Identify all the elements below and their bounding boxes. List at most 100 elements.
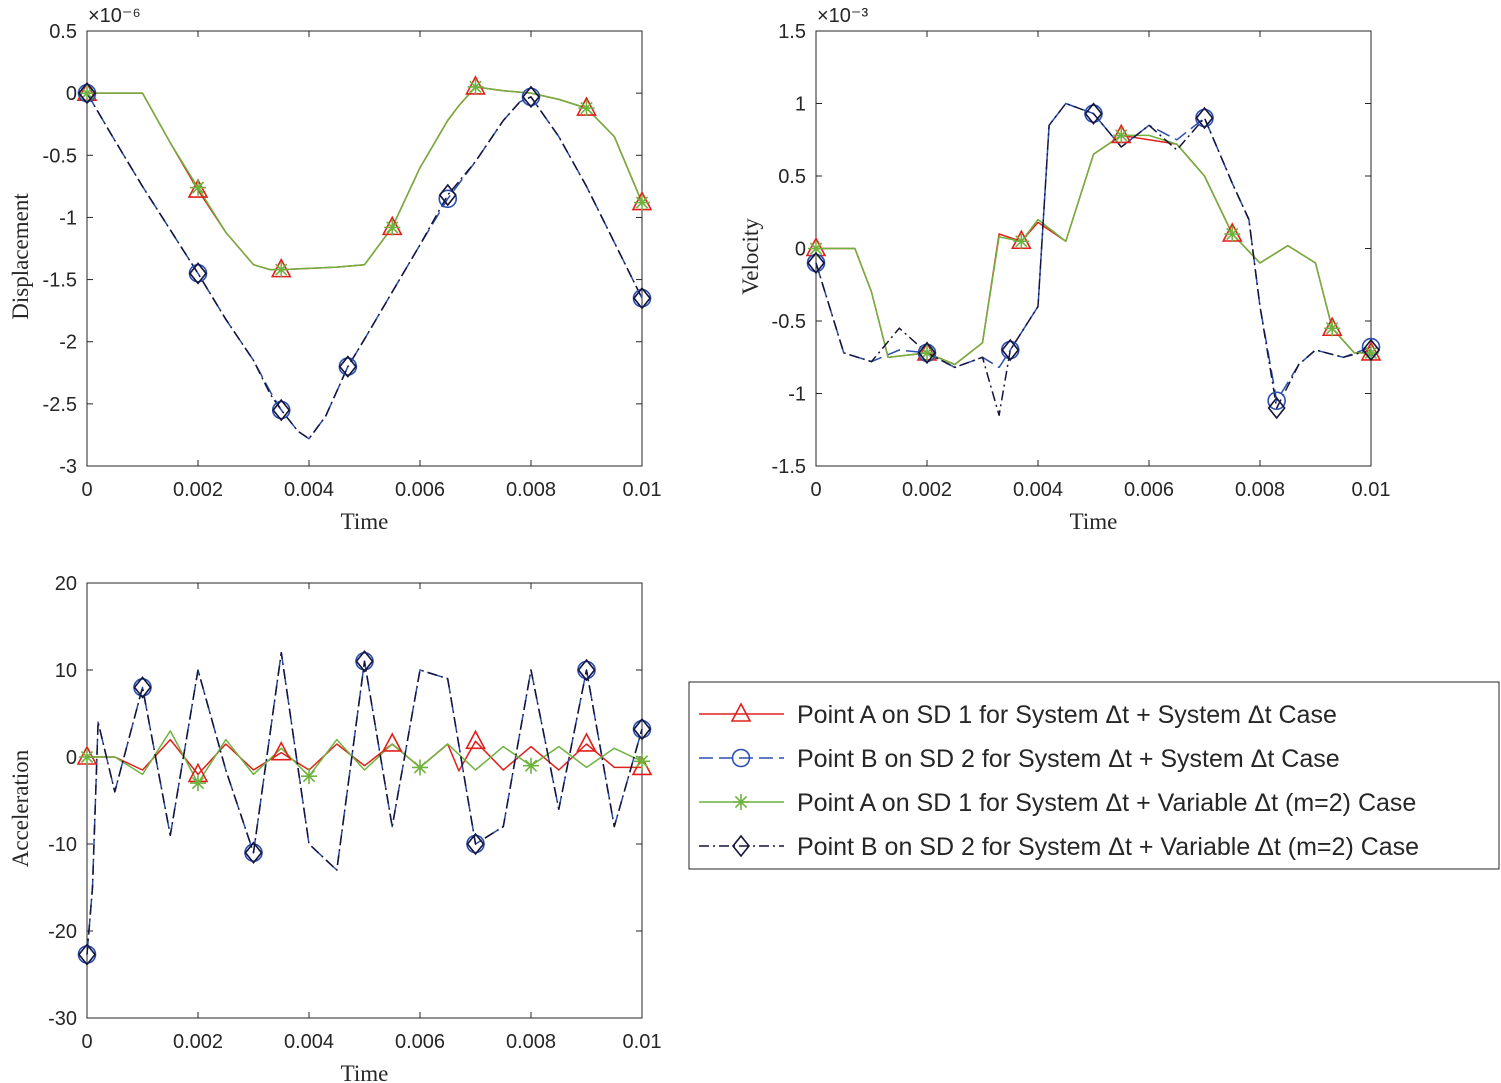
- acceleration-ytick-label: 20: [55, 573, 77, 595]
- legend-marker-point-b-sd2-system: [731, 748, 751, 768]
- velocity-marker-point-b-sd2-variable: [1001, 338, 1020, 362]
- legend-label-point-a-sd1-variable: Point A on SD 1 for System Δt + Variable…: [797, 789, 1416, 817]
- displacement-ytick-label: -1: [59, 207, 77, 229]
- velocity-marker-point-b-sd2-system: [1267, 391, 1286, 411]
- acceleration-marker-point-b-sd2-variable: [632, 717, 652, 741]
- displacement-ytick-label: -2.5: [43, 394, 77, 416]
- displacement-xtick-label: 0: [81, 479, 92, 501]
- acceleration-xtick-label: 0.008: [506, 1031, 556, 1053]
- acceleration-ytick-label: -10: [48, 834, 77, 856]
- velocity-marker-point-a-sd1-variable: [1324, 320, 1341, 337]
- displacement-marker-point-a-sd1-variable: [273, 261, 290, 278]
- acceleration-marker-point-b-sd2-variable: [77, 943, 97, 966]
- displacement-xtick-label: 0.006: [395, 479, 445, 501]
- displacement-marker-point-b-sd2-system: [438, 189, 458, 209]
- velocity-marker-point-a-sd1-variable: [1013, 233, 1030, 250]
- velocity-marker-point-b-sd2-variable: [1267, 396, 1286, 420]
- velocity-marker-point-a-sd1-variable: [1113, 127, 1130, 144]
- displacement-marker-point-b-sd2-variable: [338, 355, 357, 378]
- velocity-xlabel: Time: [1070, 509, 1118, 534]
- displacement-marker-point-b-sd2-variable: [632, 286, 652, 310]
- velocity-exponent-label: ×10⁻³: [817, 5, 868, 27]
- acceleration-marker-point-b-sd2-variable: [577, 658, 596, 682]
- legend-marker-point-b-sd2-variable: [731, 834, 751, 858]
- acceleration-xtick-label: 0.006: [395, 1031, 445, 1053]
- displacement-xtick-label: 0.008: [506, 479, 556, 501]
- acceleration-xtick-label: 0.002: [173, 1031, 223, 1053]
- acceleration-plot: 0 0.002 0.004 0.006 0.008 0.01 20 10 0 -10 -20 -30 T…: [8, 573, 661, 1083]
- velocity-xtick-label: 0.004: [1013, 479, 1063, 501]
- displacement-marker-point-a-sd1-variable: [467, 78, 484, 95]
- displacement-ytick-label: 0.5: [49, 21, 77, 43]
- velocity-marker-point-b-sd2-variable: [917, 341, 937, 365]
- legend-label-point-a-sd1-system: Point A on SD 1 for System Δt + System Δ…: [797, 701, 1337, 729]
- velocity-xtick-label: 0.008: [1235, 479, 1285, 501]
- displacement-ylabel: Displacement: [8, 193, 33, 320]
- velocity-ylabel: Velocity: [738, 218, 763, 295]
- acceleration-marker-point-a-sd1-system: [465, 729, 486, 750]
- velocity-ytick-label: -1: [788, 384, 806, 406]
- acceleration-marker-point-a-sd1-variable: [79, 749, 95, 765]
- acceleration-xtick-label: 0.01: [623, 1031, 662, 1053]
- acceleration-ylabel: Acceleration: [8, 749, 33, 867]
- acceleration-marker-point-a-sd1-variable: [412, 759, 428, 776]
- velocity-marker-point-b-sd2-variable: [1361, 338, 1381, 362]
- velocity-marker-point-a-sd1-variable: [919, 344, 935, 361]
- acceleration-marker-point-a-sd1-system: [576, 732, 597, 752]
- acceleration-marker-point-a-sd1-variable: [190, 775, 206, 792]
- acceleration-ytick-label: 0: [66, 747, 77, 769]
- velocity-plot: 0 0.002 0.004 0.006 0.008 0.01 1.5 1 0.5 0 -0.5 -1 -…: [738, 5, 1390, 534]
- velocity-marker-point-b-sd2-variable: [1084, 102, 1103, 125]
- acceleration-marker-point-a-sd1-system: [381, 732, 403, 752]
- displacement-ytick-label: -1.5: [43, 270, 77, 292]
- displacement-marker-point-b-sd2-variable: [521, 85, 541, 109]
- acceleration-line-point-a-sd1-variable: [87, 730, 643, 784]
- velocity-marker-point-b-sd2-variable: [806, 251, 826, 275]
- velocity-ytick-label: 0: [795, 239, 806, 261]
- acceleration-marker-point-a-sd1-variable: [634, 753, 650, 770]
- displacement-marker-point-a-sd1-variable: [634, 194, 650, 211]
- velocity-xtick-label: 0.01: [1352, 479, 1391, 501]
- displacement-axes-box: [86, 30, 643, 467]
- velocity-ytick-label: 1: [795, 94, 806, 116]
- legend-marker-point-a-sd1-variable: [733, 794, 749, 810]
- acceleration-line-point-a-sd1-system: [87, 738, 642, 776]
- displacement-xtick-label: 0.004: [284, 479, 334, 501]
- velocity-axes-box: [815, 30, 1372, 467]
- displacement-xtick-label: 0.002: [173, 479, 223, 501]
- velocity-marker-point-a-sd1-variable: [808, 240, 824, 257]
- acceleration-ytick-label: -30: [48, 1008, 77, 1030]
- displacement-line-point-b-sd2-variable: [86, 92, 643, 440]
- legend-label-point-b-sd2-variable: Point B on SD 2 for System Δt + Variable…: [797, 833, 1419, 861]
- displacement-ytick-label: -3: [59, 456, 77, 478]
- velocity-line-point-a-sd1-variable: [816, 134, 1371, 366]
- legend-box: [688, 681, 1500, 870]
- displacement-marker-point-a-sd1-variable: [190, 179, 206, 196]
- displacement-marker-point-a-sd1-system: [187, 178, 209, 198]
- acceleration-marker-point-b-sd2-variable: [355, 650, 374, 673]
- acceleration-line-point-b-sd2-variable: [86, 651, 643, 955]
- acceleration-marker-point-b-sd2-variable: [133, 676, 152, 699]
- velocity-xtick-label: 0: [810, 479, 821, 501]
- acceleration-marker-point-a-sd1-system: [270, 740, 292, 761]
- velocity-ytick-label: 0.5: [778, 166, 806, 188]
- acceleration-marker-point-b-sd2-variable: [244, 841, 263, 864]
- displacement-ytick-label: -2: [59, 332, 77, 354]
- velocity-ytick-label: 1.5: [778, 21, 806, 43]
- displacement-xtick-label: 0.01: [623, 479, 662, 501]
- acceleration-xtick-label: 0: [81, 1031, 92, 1053]
- displacement-ytick-label: 0: [66, 83, 77, 105]
- legend-label-point-b-sd2-system: Point B on SD 2 for System Δt + System Δ…: [797, 745, 1340, 773]
- displacement-plot: 0 0.002 0.004 0.006 0.008 0.01 0.5 0 -0.5 -1 -1.5 -…: [8, 5, 661, 534]
- displacement-marker-point-b-sd2-variable: [77, 81, 97, 105]
- acceleration-marker-point-a-sd1-variable: [523, 757, 539, 774]
- velocity-ytick-label: -1.5: [772, 456, 806, 478]
- acceleration-ytick-label: -20: [48, 921, 77, 943]
- displacement-marker-point-b-sd2-variable: [438, 183, 457, 207]
- velocity-marker-point-a-sd1-variable: [1363, 344, 1379, 361]
- displacement-ytick-label: -0.5: [43, 145, 77, 167]
- velocity-marker-point-b-sd2-variable: [1195, 106, 1214, 130]
- acceleration-ytick-label: 10: [55, 660, 77, 682]
- acceleration-xtick-label: 0.004: [284, 1031, 334, 1053]
- acceleration-xlabel: Time: [341, 1061, 389, 1083]
